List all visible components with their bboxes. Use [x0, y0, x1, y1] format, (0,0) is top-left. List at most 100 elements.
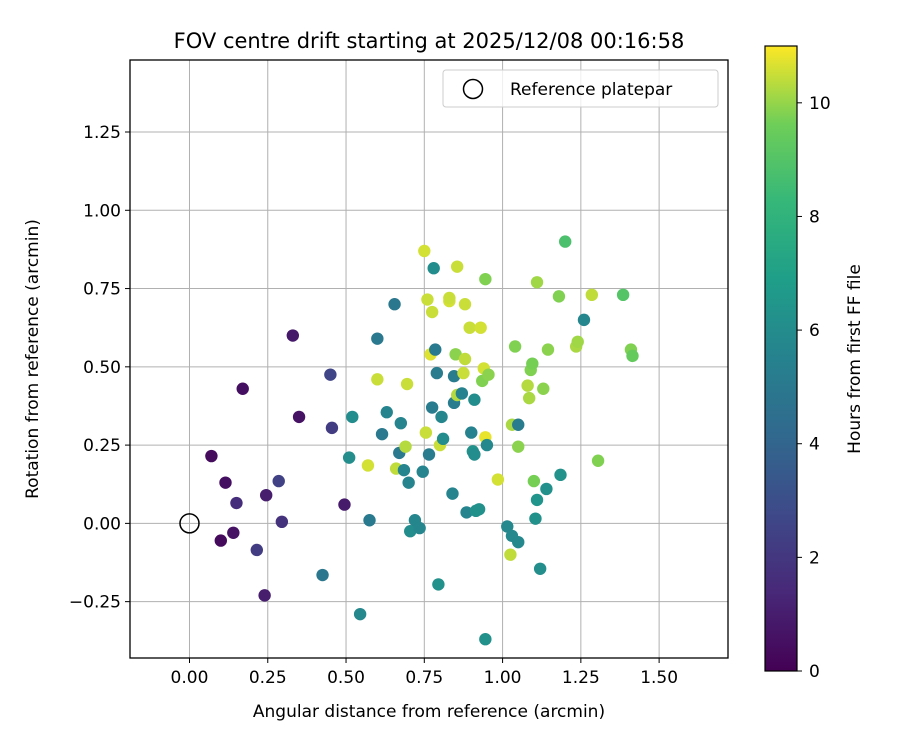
data-point	[388, 298, 401, 311]
y-tick-label: −0.25	[69, 593, 121, 613]
legend-marker	[462, 78, 484, 100]
data-point	[449, 348, 462, 361]
colorbar-gradient	[764, 45, 798, 672]
data-point	[397, 463, 411, 477]
data-point	[436, 432, 450, 446]
data-point	[259, 488, 273, 502]
data-point	[371, 332, 384, 345]
x-tick-label: 1.25	[562, 668, 600, 688]
data-point	[227, 526, 240, 539]
data-point	[324, 368, 337, 381]
data-point	[325, 421, 339, 435]
data-point	[353, 607, 367, 621]
data-point	[418, 244, 431, 258]
data-point	[541, 343, 555, 356]
data-point	[458, 298, 472, 311]
x-tick-label: 1.50	[640, 668, 678, 688]
chart-title: FOV centre drift starting at 2025/12/08 …	[174, 29, 685, 53]
y-axis-ticks: −0.25 0.00 0.25 0.50 0.75 1.00 1.25	[69, 123, 130, 613]
plot-frame	[129, 59, 729, 659]
data-point	[530, 493, 544, 507]
data-point	[465, 426, 478, 439]
data-point	[292, 410, 306, 424]
data-point	[521, 379, 534, 392]
data-point	[371, 373, 384, 386]
data-point	[413, 521, 426, 535]
data-point	[447, 370, 461, 383]
data-point	[512, 440, 525, 453]
data-point	[554, 468, 567, 482]
x-tick-label: 1.00	[484, 668, 522, 688]
data-point	[537, 382, 550, 395]
data-point	[540, 482, 553, 496]
data-point	[474, 321, 487, 334]
data-point	[219, 476, 232, 489]
data-point	[214, 534, 227, 547]
data-point	[616, 288, 630, 302]
colorbar: 0 2 4 6 8 10 Hours from first FF file	[764, 45, 865, 682]
colorbar-tick-label: 10	[809, 94, 831, 114]
data-point	[558, 235, 572, 248]
data-point	[472, 503, 486, 516]
data-point	[522, 391, 536, 405]
data-point	[375, 427, 389, 441]
y-axis-label: Rotation from reference (arcmin)	[23, 219, 43, 499]
colorbar-label: Hours from first FF file	[845, 264, 865, 454]
data-point	[529, 512, 542, 525]
legend-box	[442, 69, 719, 108]
data-point	[460, 506, 473, 519]
data-point	[342, 451, 356, 464]
y-tick-label: 0.75	[83, 280, 121, 300]
data-point	[363, 514, 376, 527]
x-axis-label: Angular distance from reference (arcmin)	[253, 702, 605, 722]
data-point	[432, 578, 445, 591]
data-point	[552, 290, 566, 303]
data-point	[404, 524, 417, 538]
x-tick-label: 0.75	[405, 668, 443, 688]
data-point	[430, 366, 444, 380]
x-tick-label: 0.25	[249, 668, 287, 688]
y-gridlines	[130, 131, 728, 603]
data-point	[501, 520, 514, 533]
data-point	[394, 416, 408, 430]
y-tick-label: 0.25	[83, 436, 121, 456]
data-point	[591, 454, 605, 467]
data-point	[402, 476, 415, 489]
data-point	[272, 474, 285, 488]
data-point	[571, 335, 584, 348]
data-point	[422, 448, 436, 461]
y-tick-label: 1.00	[83, 201, 121, 221]
data-point	[399, 440, 412, 453]
colorbar-ticks: 0 2 4 6 8 10	[797, 94, 831, 682]
data-point	[526, 357, 539, 370]
data-point	[482, 368, 495, 381]
y-tick-label: 1.25	[83, 123, 121, 143]
y-tick-label: 0.50	[83, 358, 121, 378]
colorbar-tick-label: 0	[809, 662, 820, 682]
data-point	[236, 382, 249, 395]
data-point	[446, 487, 459, 500]
data-point	[275, 515, 289, 529]
x-tick-label: 0.50	[327, 668, 365, 688]
data-point	[421, 293, 434, 306]
colorbar-tick-label: 2	[809, 548, 820, 568]
data-point	[429, 343, 442, 356]
data-point	[512, 418, 525, 431]
data-point	[504, 548, 517, 561]
data-point	[626, 349, 639, 363]
data-point	[479, 633, 492, 646]
data-point	[463, 321, 476, 334]
data-point	[450, 260, 464, 273]
data-point	[435, 410, 448, 424]
y-tick-label: 0.00	[83, 514, 121, 534]
data-point	[338, 498, 351, 511]
data-point	[457, 366, 470, 380]
data-point	[479, 272, 492, 286]
data-point	[508, 340, 522, 353]
data-point	[443, 291, 456, 305]
colorbar-tick-label: 6	[809, 321, 820, 341]
data-point	[480, 438, 494, 452]
data-point	[425, 305, 439, 319]
data-point	[491, 473, 505, 486]
